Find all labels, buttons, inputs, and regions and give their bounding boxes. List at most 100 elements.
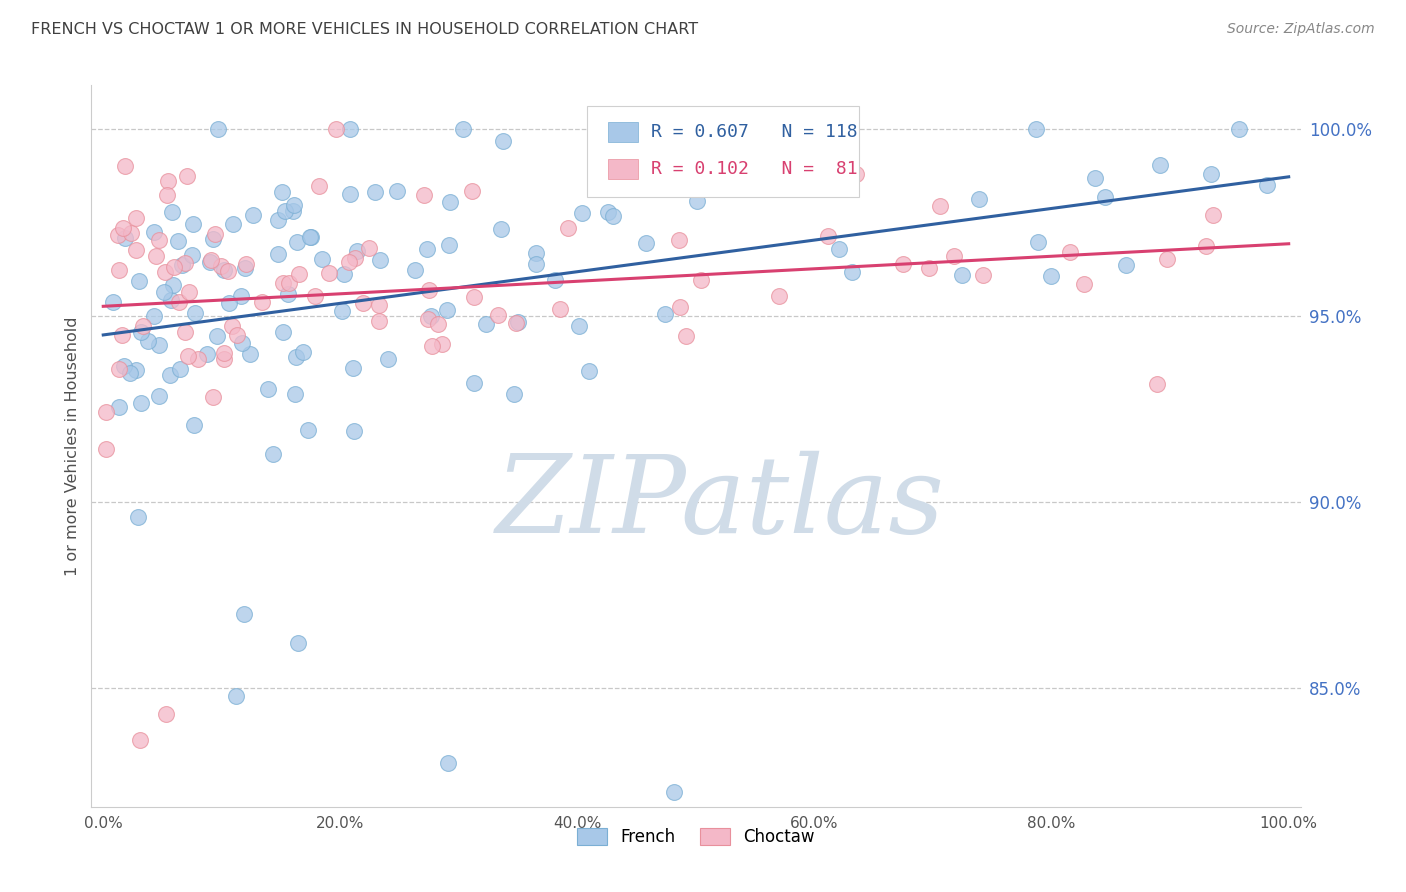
French: [202, 231, 225, 245]
French: [1115, 258, 1137, 272]
French: [841, 265, 863, 279]
Choctaw: [817, 229, 839, 244]
Choctaw: [148, 234, 170, 248]
French: [112, 359, 135, 373]
Choctaw: [918, 260, 941, 275]
Choctaw: [304, 289, 326, 303]
French: [690, 181, 713, 195]
French: [270, 185, 292, 199]
Choctaw: [972, 268, 994, 283]
Choctaw: [343, 251, 366, 265]
Choctaw: [287, 267, 309, 281]
Choctaw: [430, 337, 453, 351]
Choctaw: [221, 318, 243, 333]
French: [661, 170, 683, 185]
French: [437, 756, 460, 770]
French: [602, 209, 624, 223]
Choctaw: [176, 169, 198, 184]
French: [506, 315, 529, 329]
French: [180, 248, 202, 262]
French: [364, 185, 387, 199]
French: [239, 347, 262, 361]
Choctaw: [942, 249, 965, 263]
French: [181, 217, 204, 231]
French: [583, 122, 606, 136]
Choctaw: [486, 308, 509, 322]
French: [283, 198, 305, 212]
Choctaw: [124, 211, 146, 226]
French: [159, 293, 181, 307]
French: [524, 246, 547, 260]
Choctaw: [157, 174, 180, 188]
Legend: French, Choctaw: French, Choctaw: [571, 822, 821, 853]
French: [311, 252, 333, 266]
Choctaw: [120, 226, 142, 240]
Choctaw: [174, 256, 197, 270]
French: [749, 171, 772, 186]
Choctaw: [337, 255, 360, 269]
French: [231, 336, 253, 351]
French: [1094, 190, 1116, 204]
Choctaw: [420, 339, 443, 353]
Text: ZIPatlas: ZIPatlas: [496, 451, 945, 557]
French: [142, 310, 165, 324]
Choctaw: [1195, 238, 1218, 252]
French: [377, 351, 399, 366]
Choctaw: [1146, 376, 1168, 391]
Choctaw: [107, 227, 129, 242]
French: [108, 400, 131, 414]
French: [463, 376, 485, 390]
Choctaw: [675, 328, 697, 343]
Choctaw: [212, 346, 235, 360]
French: [451, 122, 474, 136]
French: [669, 179, 692, 194]
Choctaw: [893, 257, 915, 271]
French: [297, 423, 319, 437]
Choctaw: [114, 159, 136, 173]
Choctaw: [209, 259, 232, 273]
French: [159, 368, 181, 383]
Choctaw: [217, 264, 239, 278]
Choctaw: [108, 262, 131, 277]
French: [148, 389, 170, 403]
Choctaw: [177, 285, 200, 299]
Choctaw: [273, 277, 295, 291]
French: [475, 317, 498, 331]
French: [492, 134, 515, 148]
French: [502, 386, 524, 401]
Choctaw: [928, 199, 950, 213]
Choctaw: [550, 301, 572, 316]
French: [686, 194, 709, 208]
Text: FRENCH VS CHOCTAW 1 OR MORE VEHICLES IN HOUSEHOLD CORRELATION CHART: FRENCH VS CHOCTAW 1 OR MORE VEHICLES IN …: [31, 22, 697, 37]
French: [143, 226, 166, 240]
French: [385, 184, 408, 198]
French: [636, 236, 658, 251]
French: [491, 222, 513, 236]
French: [298, 229, 321, 244]
Choctaw: [111, 327, 134, 342]
Choctaw: [318, 266, 340, 280]
French: [136, 334, 159, 348]
French: [183, 417, 205, 432]
French: [162, 278, 184, 293]
Text: R = 0.102   N =  81: R = 0.102 N = 81: [651, 161, 858, 178]
French: [267, 247, 290, 261]
Choctaw: [278, 276, 301, 290]
French: [285, 235, 308, 249]
French: [654, 307, 676, 321]
French: [1039, 268, 1062, 283]
French: [267, 212, 290, 227]
Choctaw: [96, 405, 118, 419]
French: [1199, 167, 1222, 181]
French: [291, 345, 314, 359]
French: [262, 447, 284, 461]
Choctaw: [153, 264, 176, 278]
French: [207, 329, 229, 343]
French: [233, 260, 256, 275]
Choctaw: [177, 349, 200, 363]
Choctaw: [235, 257, 257, 271]
Choctaw: [132, 318, 155, 333]
Choctaw: [112, 221, 135, 235]
French: [114, 231, 136, 245]
Choctaw: [163, 260, 186, 275]
